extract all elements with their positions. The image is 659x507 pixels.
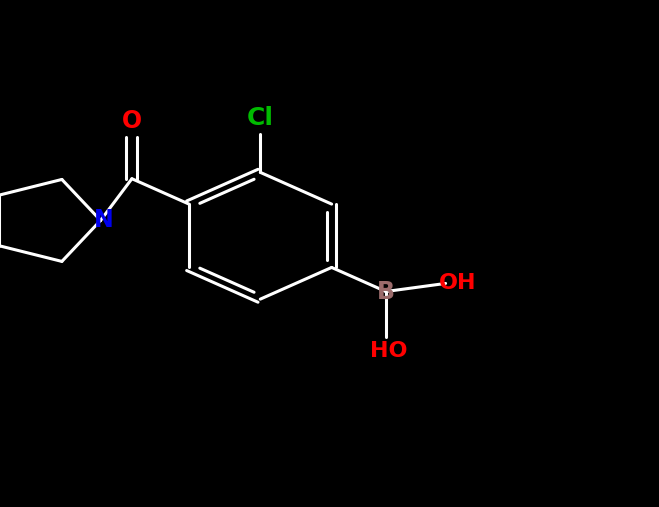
Text: B: B xyxy=(377,279,395,304)
Text: O: O xyxy=(122,109,142,133)
Text: Cl: Cl xyxy=(247,105,273,130)
Text: OH: OH xyxy=(439,273,476,294)
Text: HO: HO xyxy=(370,341,408,361)
Text: N: N xyxy=(94,208,114,232)
